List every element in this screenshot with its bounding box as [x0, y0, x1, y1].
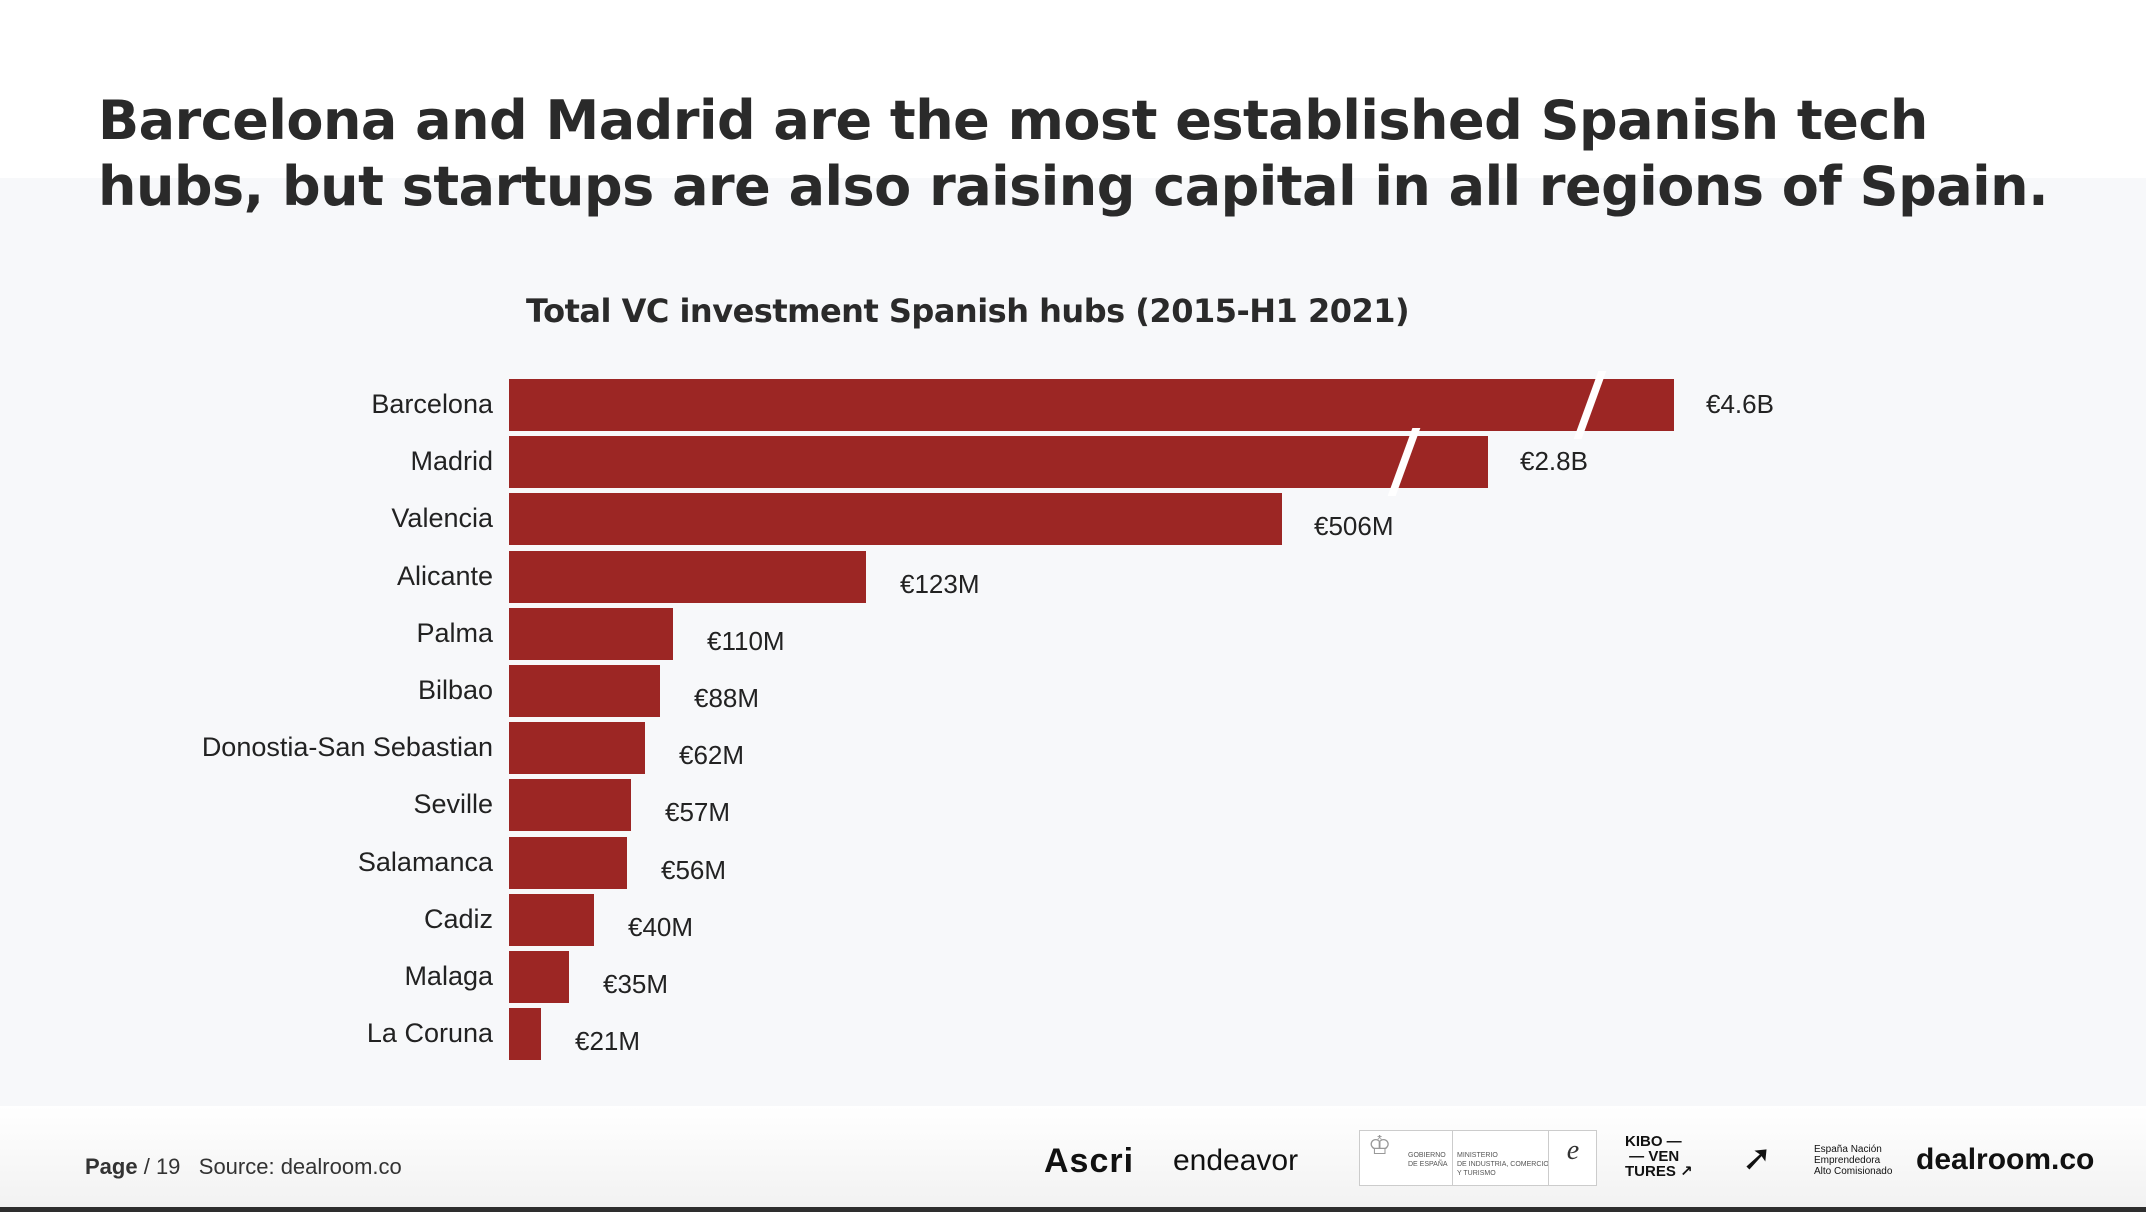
kibo-ventures-logo: KIBO — — VEN TURES ↗ [1625, 1133, 1693, 1180]
data-label: €4.6B [1706, 389, 1774, 419]
footer [0, 1106, 2146, 1207]
bar-salamanca [509, 836, 627, 889]
bottom-bar [0, 1207, 2146, 1212]
data-label: €21M [575, 1026, 641, 1057]
bar-malaga [509, 951, 569, 1003]
page-title: Barcelona and Madrid are the most establ… [98, 89, 2049, 218]
bar-palma [509, 607, 673, 660]
bar-donostia-san-sebastian [509, 722, 645, 775]
page-label: Page [85, 1154, 138, 1179]
bar-alicante [509, 550, 866, 603]
category-label: Alicante [396, 560, 493, 591]
page-info: Page / 19 Source: dealroom.co [85, 1154, 402, 1180]
bar-cadiz [509, 893, 594, 946]
category-label: Palma [416, 617, 493, 648]
category-label: Madrid [410, 446, 493, 477]
bar-la-coruna [509, 1008, 541, 1061]
category-label: Bilbao [417, 675, 493, 705]
government-logo: ♔ GOBIERNO DE ESPAÑA MINISTERIO DE INDUSTR… [1359, 1130, 1597, 1186]
source-text: Source: dealroom.co [198, 1154, 402, 1179]
dealroom-logo: dealroom.co [1916, 1143, 2095, 1176]
data-label: €110M [707, 625, 785, 656]
data-label: €506M [1314, 511, 1394, 542]
data-label: €35M [603, 969, 669, 999]
data-label: €62M [679, 740, 745, 771]
bar-madrid [509, 436, 1488, 489]
chart-background [0, 178, 2146, 1106]
category-label: Cadiz [423, 903, 493, 934]
page-number: / 19 [143, 1154, 181, 1179]
category-label: Donostia-San Sebastian [201, 732, 493, 763]
category-label: Valencia [391, 503, 493, 534]
data-label: €40M [628, 911, 694, 942]
bar-bilbao [509, 665, 660, 717]
endeavor-logo: endeavor [1173, 1144, 1299, 1177]
data-label: €2.8B [1520, 446, 1588, 477]
bar-valencia [509, 493, 1282, 546]
category-label: La Coruna [366, 1018, 493, 1049]
bar-barcelona [509, 379, 1674, 431]
category-label: Seville [413, 789, 493, 820]
category-label: Malaga [404, 961, 493, 991]
category-label: Barcelona [371, 389, 493, 419]
data-label: €123M [900, 568, 980, 599]
category-label: Salamanca [357, 846, 493, 877]
ascri-logo: Ascri [1044, 1142, 1135, 1180]
data-label: €57M [665, 797, 731, 828]
data-label: €88M [694, 683, 760, 713]
bar-seville [509, 779, 631, 832]
data-label: €56M [661, 854, 727, 885]
chart-title: Total VC investment Spanish hubs (2015-H… [526, 292, 1410, 330]
